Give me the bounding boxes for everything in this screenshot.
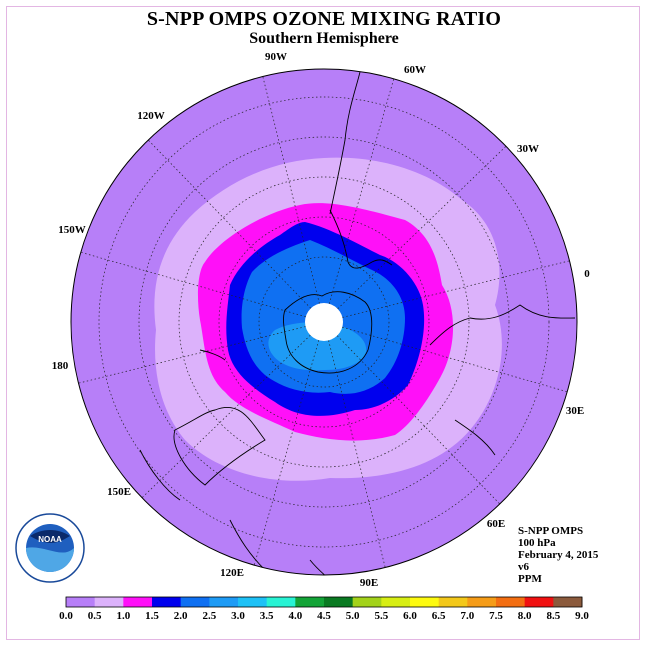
colorbar-tick-label: 2.5: [202, 610, 216, 622]
meridian-line: [328, 340, 386, 568]
longitude-label: 90W: [265, 51, 287, 63]
colorbar-swatch: [238, 597, 268, 607]
longitude-label: 150E: [107, 486, 131, 498]
info-units: PPM: [518, 573, 542, 585]
info-level: 100 hPa: [518, 537, 556, 549]
colorbar-swatch: [209, 597, 239, 607]
colorbar-tick-label: 2.0: [174, 610, 188, 622]
no-data-pole: [305, 303, 343, 341]
logo-wave: [26, 547, 74, 572]
meridian-line: [253, 340, 320, 566]
colorbar-swatch: [66, 597, 96, 607]
longitude-label: 180: [52, 360, 69, 372]
info-block: S-NPP OMPS 100 hPa February 4, 2015 v6 P…: [518, 525, 598, 585]
colorbar-tick-label: 3.0: [231, 610, 245, 622]
meridian-line: [342, 260, 570, 318]
colorbar-swatch: [410, 597, 440, 607]
colorbar-swatch: [180, 597, 210, 607]
longitude-label: 120E: [220, 567, 244, 579]
colorbar-swatch: [553, 597, 583, 607]
colorbar-swatch: [295, 597, 325, 607]
colorbar-tick-label: 4.5: [317, 610, 331, 622]
meridian-line: [78, 326, 306, 384]
colorbar-tick-label: 0.5: [88, 610, 102, 622]
colorbar-tick-label: 8.0: [518, 610, 532, 622]
info-date: February 4, 2015: [518, 549, 599, 561]
colorbar-swatch: [381, 597, 411, 607]
colorbar-tick-label: 4.0: [288, 610, 302, 622]
ozone-contours: [71, 69, 577, 575]
longitude-label: 120W: [137, 110, 165, 122]
colorbar-tick-label: 6.5: [432, 610, 446, 622]
logo-text: NOAA: [38, 535, 62, 544]
colorbar-swatch: [438, 597, 468, 607]
colorbar-outline: [65, 596, 583, 608]
colorbar-swatch: [324, 597, 354, 607]
colorbar-swatch: [152, 597, 182, 607]
colorbar-tick-label: 5.5: [374, 610, 388, 622]
colorbar-tick-label: 1.5: [145, 610, 159, 622]
graticule: [78, 76, 570, 568]
info-version: v6: [518, 561, 529, 573]
logo-bird: [30, 530, 70, 543]
map-subtitle: Southern Hemisphere: [249, 30, 399, 47]
colorbar-tick-label: 0.0: [59, 610, 73, 622]
longitude-label: 30E: [566, 405, 584, 417]
longitude-label: 30W: [517, 143, 539, 155]
longitude-label: 150W: [58, 224, 86, 236]
meridian-line: [336, 335, 501, 505]
meridian-line: [328, 78, 395, 304]
meridian-line: [337, 145, 507, 310]
colorbar-tick-label: 3.5: [260, 610, 274, 622]
longitude-label: 60W: [404, 64, 426, 76]
colorbar-swatch: [467, 597, 497, 607]
level-2.5-3.0: [268, 322, 367, 371]
colorbar-swatch: [352, 597, 382, 607]
colorbar-swatch: [94, 597, 124, 607]
colorbar: 0.0 0.5 1.0 1.5 2.0 2.5 3.0 3.5 4.0 4.5 5.0 5.5 6.0 6…: [59, 596, 589, 622]
meridian-line: [147, 139, 312, 309]
colorbar-swatch: [266, 597, 296, 607]
colorbar-tick-label: 7.0: [460, 610, 474, 622]
longitude-label: 60E: [487, 518, 505, 530]
noaa-logo: NOAA: [15, 513, 85, 583]
colorbar-tick-label: 8.5: [546, 610, 560, 622]
colorbar-tick-label: 1.0: [116, 610, 130, 622]
figure-frame: [6, 6, 640, 640]
globe-outline: [70, 68, 578, 576]
longitude-label: 0: [584, 268, 590, 280]
meridian-line: [342, 326, 568, 393]
meridian-line: [262, 76, 320, 304]
meridian-line: [141, 334, 311, 499]
colorbar-tick-label: 9.0: [575, 610, 589, 622]
colorbar-swatch: [123, 597, 153, 607]
map-title: S-NPP OMPS OZONE MIXING RATIO: [146, 8, 502, 30]
colorbar-swatch: [524, 597, 554, 607]
colorbar-tick-label: 5.0: [346, 610, 360, 622]
coastlines: [139, 71, 576, 575]
colorbar-tick-label: 6.0: [403, 610, 417, 622]
colorbar-swatch: [496, 597, 526, 607]
longitude-label: 90E: [360, 577, 378, 589]
colorbar-tick-label: 7.5: [489, 610, 503, 622]
meridian-line: [80, 251, 306, 318]
info-instrument: S-NPP OMPS: [518, 525, 584, 537]
longitude-labels: 90W 60W 30W 0 30E 60E 90E 120E 150E 180 150W 120W: [52, 51, 591, 589]
